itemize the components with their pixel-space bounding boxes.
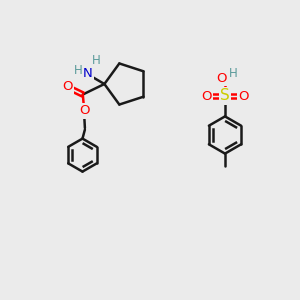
Text: O: O: [62, 80, 73, 94]
Text: O: O: [79, 104, 90, 118]
Text: H: H: [229, 67, 238, 80]
Text: H: H: [74, 64, 83, 77]
Text: N: N: [83, 67, 93, 80]
Text: O: O: [216, 71, 227, 85]
Text: O: O: [238, 89, 249, 103]
Text: H: H: [92, 54, 101, 68]
Text: O: O: [201, 89, 212, 103]
Text: S: S: [220, 88, 230, 104]
